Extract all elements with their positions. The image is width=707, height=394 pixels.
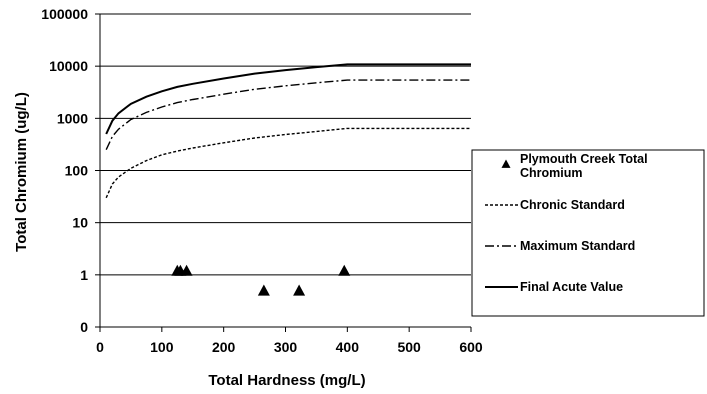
plymouth-creek-total-chromium-marker <box>293 284 306 296</box>
x-tick-label: 500 <box>397 339 421 355</box>
legend-label-plymouth-creek-total-chromium: Plymouth Creek Total <box>520 152 648 166</box>
maximum-standard-line <box>105 79 471 150</box>
x-tick-label: 100 <box>150 339 174 355</box>
axes <box>95 13 472 332</box>
legend-marker-plymouth-creek-total-chromium <box>501 159 511 168</box>
y-tick-label: 1 <box>80 267 88 283</box>
tick-labels: 0 1 10 100 1000 10000 100000 0 100 200 300 400 500 60… <box>41 6 483 355</box>
legend-label-plymouth-creek-total-chromium-cont: Chromium <box>520 166 583 180</box>
final-acute-value-line <box>105 63 471 135</box>
x-tick-label: 600 <box>459 339 483 355</box>
plymouth-creek-total-chromium-marker <box>338 264 351 276</box>
plymouth-creek-total-chromium-marker <box>257 284 270 296</box>
plymouth-creek-total-chromium-marker <box>180 264 193 276</box>
y-axis-title: Total Chromium (ug/L) <box>13 92 30 252</box>
x-tick-label: 200 <box>212 339 236 355</box>
x-tick-label: 300 <box>274 339 298 355</box>
x-tick-label: 400 <box>336 339 360 355</box>
legend-box <box>471 149 705 317</box>
y-tick-label: 100 <box>65 163 89 179</box>
x-tick-label: 0 <box>96 339 104 355</box>
chronic-standard-line <box>105 127 471 199</box>
legend-label-chronic-standard: Chronic Standard <box>520 198 625 212</box>
legend-label-final-acute-value: Final Acute Value <box>520 280 623 294</box>
y-tick-label: 100000 <box>41 6 88 22</box>
plot-series <box>105 63 471 296</box>
legend-label-maximum-standard: Maximum Standard <box>520 239 635 253</box>
x-axis-title: Total Hardness (mg/L) <box>208 372 365 389</box>
y-tick-label: 0 <box>80 319 88 335</box>
y-tick-label: 1000 <box>57 110 88 126</box>
y-tick-label: 10 <box>72 215 88 231</box>
gridlines <box>100 13 471 276</box>
y-tick-label: 10000 <box>49 58 88 74</box>
